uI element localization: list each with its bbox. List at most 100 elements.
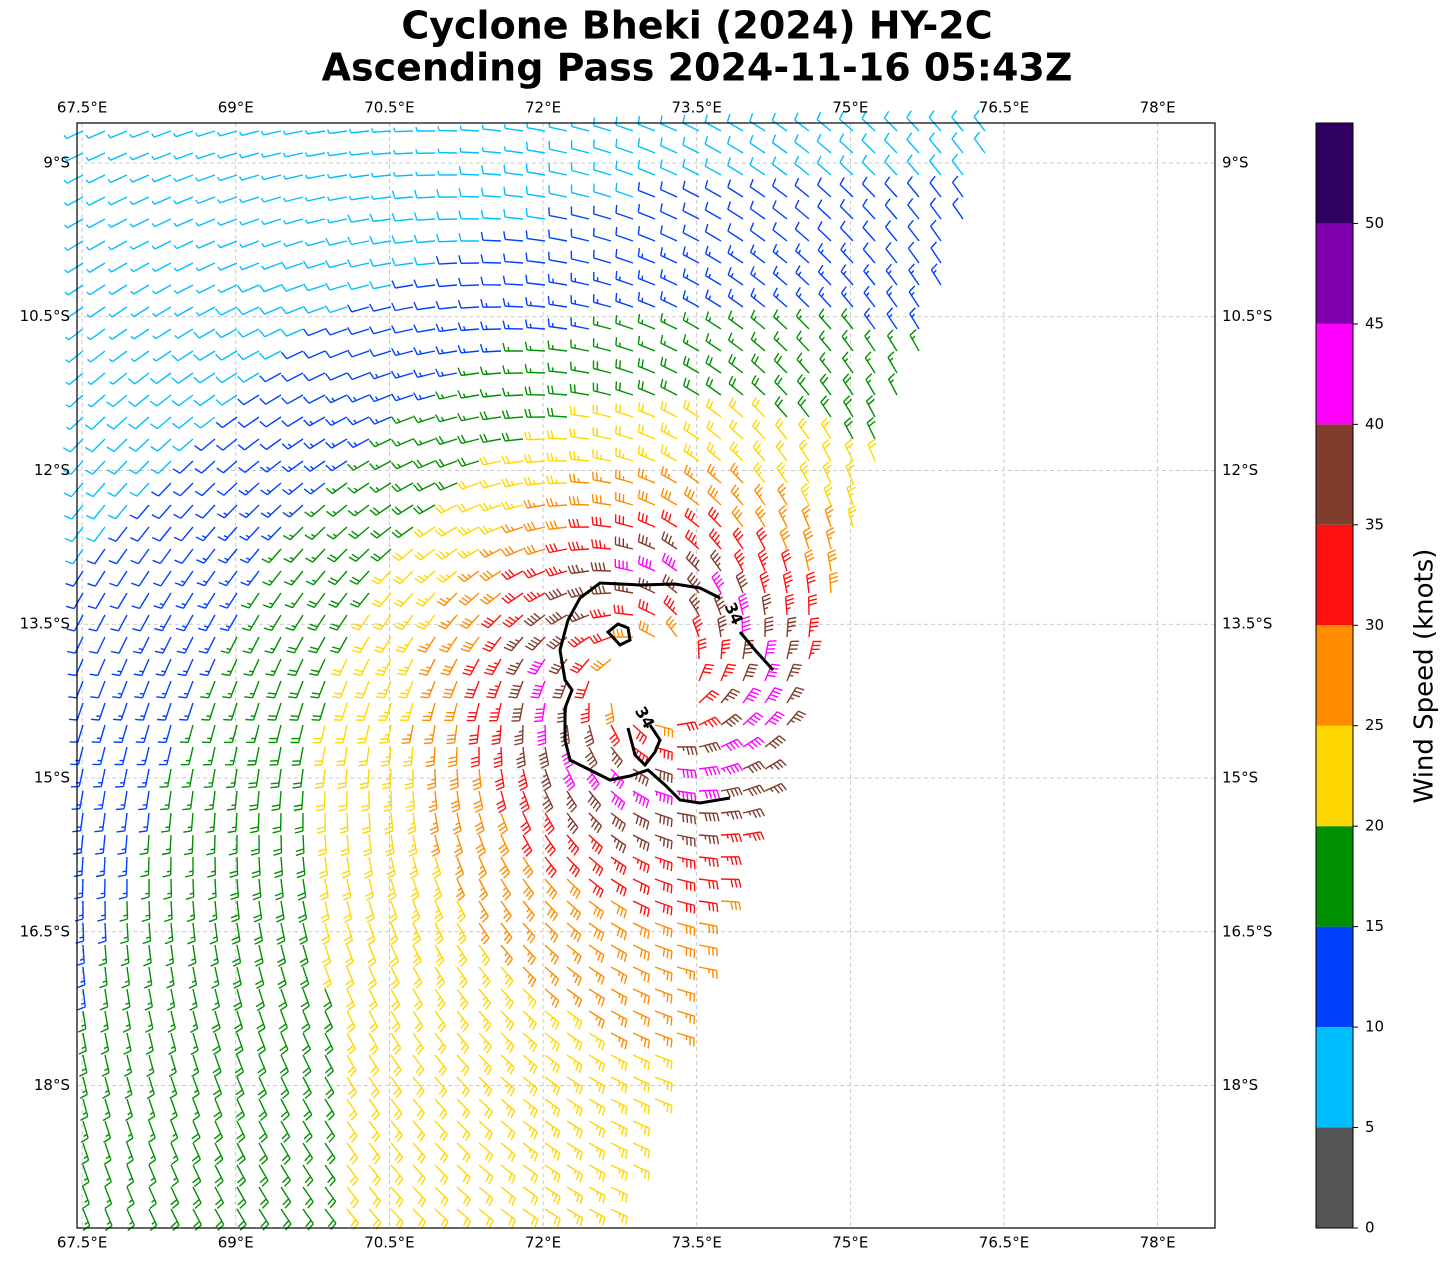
- wind-barb: [615, 116, 634, 132]
- wind-barb: [704, 267, 722, 286]
- wind-barb: [847, 504, 857, 528]
- wind-barb: [435, 278, 458, 288]
- wind-barb: [391, 212, 414, 222]
- wind-barb: [458, 188, 480, 198]
- wind-barb: [207, 856, 216, 878]
- wind-barb: [348, 195, 370, 201]
- wind-barb: [106, 394, 128, 408]
- wind-barb: [324, 1120, 336, 1143]
- wind-barb: [364, 878, 375, 902]
- wind-barb: [592, 360, 612, 374]
- wind-barb: [728, 375, 744, 396]
- wind-barb: [347, 460, 370, 471]
- wind-barb: [346, 1142, 359, 1165]
- wind-barb: [516, 746, 526, 769]
- wind-barb: [839, 198, 854, 220]
- wind-barb: [808, 640, 822, 660]
- wind-barb: [548, 185, 568, 198]
- wind-barb: [330, 636, 348, 654]
- wind-barb: [127, 372, 150, 385]
- wind-barb: [201, 702, 216, 721]
- wind-barb: [219, 614, 238, 632]
- wind-barb: [794, 112, 810, 132]
- wind-barb: [685, 550, 700, 572]
- wind-barb: [78, 1032, 87, 1055]
- wind-barb: [522, 1054, 538, 1075]
- wind-barb: [820, 395, 832, 418]
- wind-barb: [637, 313, 656, 330]
- wind-barb: [522, 922, 536, 944]
- wind-barb: [120, 922, 129, 945]
- wind-barb: [738, 593, 750, 616]
- wind-barb: [390, 1010, 401, 1033]
- wind-barb: [260, 526, 282, 541]
- wind-barb: [544, 878, 558, 900]
- wind-barb: [749, 200, 766, 220]
- wind-barb: [500, 900, 512, 923]
- wind-barb: [525, 274, 546, 286]
- wind-barb: [569, 428, 590, 440]
- wind-barb: [752, 440, 766, 462]
- wind-barb: [261, 218, 282, 226]
- wind-barb: [281, 438, 304, 450]
- wind-barb: [140, 878, 150, 900]
- wind-barb: [145, 1032, 154, 1056]
- wind-barb: [101, 1054, 110, 1077]
- wind-barb: [610, 790, 626, 811]
- wind-barb: [726, 135, 744, 154]
- wind-barb: [478, 1208, 494, 1229]
- wind-barb: [661, 531, 678, 550]
- wind-barb: [930, 219, 942, 242]
- wind-barb: [794, 134, 810, 154]
- wind-barb: [413, 482, 436, 492]
- wind-barb: [80, 1120, 89, 1144]
- wind-barb: [525, 230, 546, 242]
- wind-barb: [840, 286, 854, 308]
- wind-barb: [610, 878, 627, 897]
- wind-barb: [324, 372, 348, 381]
- wind-barb: [180, 746, 194, 766]
- wind-barb: [610, 1054, 628, 1072]
- wind-barb: [223, 702, 238, 721]
- wind-barb: [173, 218, 194, 227]
- wind-barb: [160, 812, 172, 833]
- wind-barb: [428, 790, 438, 813]
- wind-barb: [321, 922, 331, 946]
- wind-barb: [505, 658, 524, 676]
- wind-barb: [610, 812, 626, 832]
- wind-barb: [654, 1076, 673, 1092]
- wind-barb: [707, 485, 722, 506]
- wind-barb: [501, 478, 524, 488]
- wind-barb: [566, 944, 582, 964]
- wind-barb: [88, 614, 106, 632]
- wind-barb: [544, 922, 559, 944]
- wind-barb: [570, 140, 590, 154]
- wind-barb: [610, 1120, 628, 1138]
- wind-barb: [346, 1010, 356, 1033]
- wind-barb: [425, 746, 436, 768]
- wind-barb: [219, 592, 238, 609]
- wind-barb: [93, 768, 106, 788]
- wind-barb: [502, 342, 523, 352]
- wind-barb: [337, 768, 348, 789]
- title-line: Ascending Pass 2024-11-16 05:43Z: [322, 46, 1073, 90]
- wind-barb: [742, 712, 764, 726]
- wind-barb: [132, 614, 150, 632]
- wind-barb: [64, 240, 84, 251]
- wind-barb: [480, 209, 502, 220]
- wind-barb: [615, 491, 634, 506]
- wind-barb: [390, 460, 414, 470]
- wind-barb: [139, 834, 150, 856]
- wind-barb: [190, 1032, 199, 1056]
- wind-barb: [280, 1120, 291, 1143]
- wind-barb: [217, 174, 238, 182]
- wind-barb: [410, 878, 420, 902]
- wind-barb: [705, 398, 722, 418]
- wind-barb: [213, 1098, 223, 1122]
- wind-barb: [930, 263, 942, 286]
- wind-barb: [153, 592, 172, 609]
- wind-barb: [268, 724, 282, 744]
- wind-barb: [302, 305, 326, 314]
- wind-barb: [865, 395, 876, 418]
- wind-barb: [593, 271, 612, 286]
